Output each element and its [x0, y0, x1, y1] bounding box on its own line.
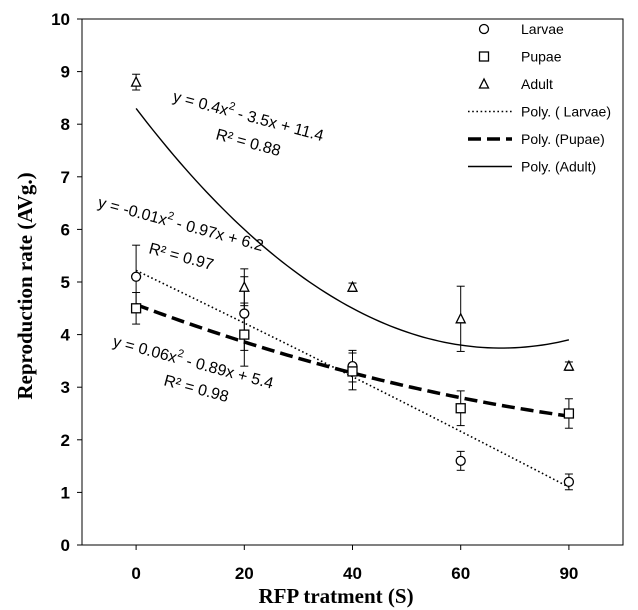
- legend-label: Adult: [521, 76, 553, 92]
- legend-circle-swatch: [478, 23, 490, 35]
- square-point: [563, 408, 575, 419]
- square-point: [347, 366, 358, 377]
- x-tick-label: 90: [559, 564, 578, 583]
- x-axis-title: RFP tratment (S): [258, 584, 413, 608]
- y-tick-label: 1: [61, 483, 70, 502]
- y-tick-label: 10: [51, 10, 70, 29]
- y-tick-label: 8: [61, 115, 70, 134]
- square-point: [239, 329, 250, 340]
- trendlines: [135, 107, 570, 488]
- trendline-solid: [135, 107, 570, 349]
- y-tick-label: 4: [61, 326, 71, 345]
- y-tick-label: 3: [61, 378, 70, 397]
- x-tick-label: 0: [131, 564, 140, 583]
- triangle-point: [130, 75, 142, 87]
- x-tick-label: 40: [343, 564, 362, 583]
- triangle-point: [238, 280, 250, 292]
- r-squared-label: R² = 0.97: [147, 240, 215, 274]
- y-axis-title: Reproduction rate (AVg.): [13, 172, 37, 399]
- axes: 0 1 2 3 4 5 6 7 8 9 10 0 20 40 60 90: [51, 10, 624, 583]
- triangle-point: [455, 312, 467, 324]
- equation-lead: y = 0.4x: [171, 88, 230, 119]
- legend-label: Larvae: [521, 21, 564, 37]
- legend-label: Poly. ( Larvae): [521, 104, 611, 120]
- data-points: [130, 75, 575, 488]
- equation-exponent: 2: [166, 210, 175, 223]
- square-point: [130, 303, 142, 314]
- y-tick-label: 0: [61, 536, 70, 555]
- trendline-dotted: [135, 269, 570, 488]
- legend-label: Poly. (Pupae): [521, 131, 605, 147]
- legend-label: Pupae: [521, 49, 562, 65]
- equation-exponent: 2: [176, 347, 185, 360]
- x-tick-label: 60: [451, 564, 470, 583]
- y-tick-label: 2: [61, 431, 70, 450]
- trend-equation: y = -0.01x2 - 0.97x + 6.2: [96, 192, 266, 256]
- triangle-point: [346, 280, 359, 292]
- circle-point: [455, 455, 466, 466]
- equation-lead: y = -0.01x: [96, 194, 169, 229]
- circle-point: [563, 476, 575, 488]
- legend-square-swatch: [478, 51, 490, 62]
- y-tick-label: 7: [61, 168, 70, 187]
- circle-point: [239, 308, 250, 319]
- legend-label: Poly. (Adult): [521, 159, 596, 175]
- x-tick-label: 20: [235, 564, 254, 583]
- circle-point: [130, 271, 142, 282]
- y-tick-label: 6: [61, 220, 70, 239]
- equation-lead: y = 0.06x: [111, 333, 179, 366]
- y-tick-label: 9: [61, 63, 70, 82]
- legend: Larvae Pupae Adult Poly. ( Larvae) Poly. (Pu…: [468, 21, 611, 175]
- legend-triangle-swatch: [478, 77, 490, 89]
- y-tick-label: 5: [61, 273, 70, 292]
- trendline-dashed: [135, 302, 570, 418]
- equation-exponent: 2: [228, 100, 237, 113]
- square-point: [455, 403, 466, 414]
- triangle-point: [563, 359, 575, 371]
